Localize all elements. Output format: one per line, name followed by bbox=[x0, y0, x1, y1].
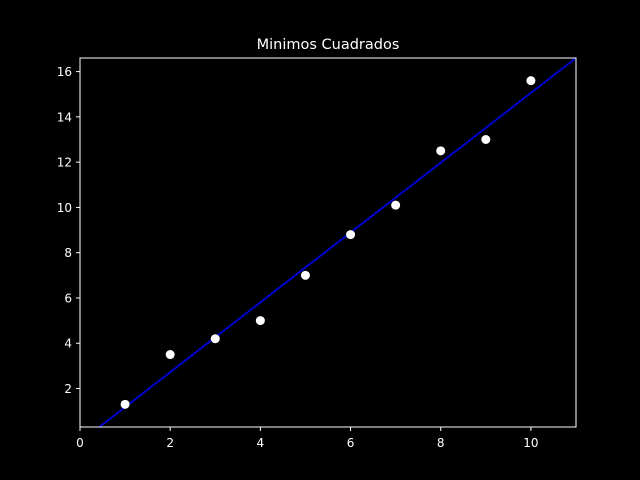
data-point bbox=[255, 316, 265, 326]
y-axis: 2 4 6 8 10 12 14 16 bbox=[57, 65, 80, 396]
data-point bbox=[120, 399, 130, 409]
x-tick-label: 2 bbox=[166, 436, 174, 450]
y-tick-label: 6 bbox=[64, 291, 72, 305]
plot-frame bbox=[79, 57, 577, 428]
x-tick-label: 10 bbox=[523, 436, 538, 450]
y-tick-label: 12 bbox=[57, 156, 72, 170]
y-tick-label: 8 bbox=[64, 246, 72, 260]
x-axis: 0 2 4 6 8 10 bbox=[76, 427, 539, 450]
x-tick-label: 8 bbox=[437, 436, 445, 450]
y-tick-label: 14 bbox=[57, 110, 72, 124]
data-point bbox=[210, 334, 220, 344]
data-point bbox=[526, 76, 536, 86]
y-tick-label: 2 bbox=[64, 382, 72, 396]
x-tick-label: 6 bbox=[347, 436, 355, 450]
y-tick-label: 4 bbox=[64, 337, 72, 351]
y-tick-label: 16 bbox=[57, 65, 72, 79]
data-point bbox=[391, 200, 401, 210]
x-tick-label: 4 bbox=[257, 436, 265, 450]
y-tick-label: 10 bbox=[57, 201, 72, 215]
data-point bbox=[346, 230, 356, 240]
chart-title: Minimos Cuadrados bbox=[257, 37, 400, 53]
data-point bbox=[300, 270, 310, 280]
data-point bbox=[165, 350, 175, 360]
data-point bbox=[481, 135, 491, 144]
data-point bbox=[436, 146, 446, 156]
plot-layer bbox=[98, 58, 576, 427]
x-tick-label: 0 bbox=[76, 436, 84, 450]
fit-line bbox=[98, 58, 576, 427]
